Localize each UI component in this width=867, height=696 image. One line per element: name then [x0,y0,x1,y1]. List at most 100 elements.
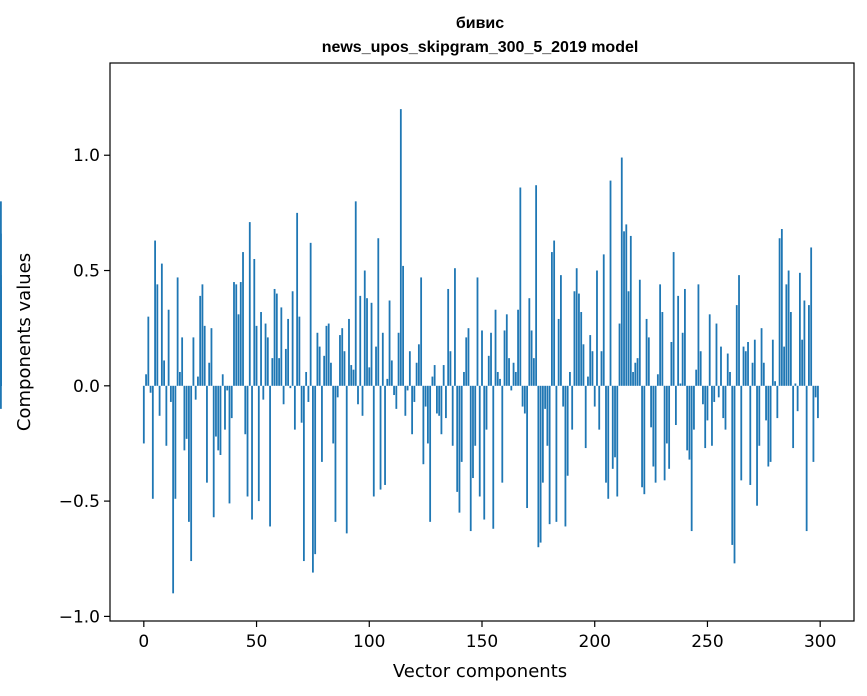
bar [636,358,639,386]
bar [817,385,819,419]
bar [684,288,686,386]
bar [406,385,409,391]
bar [539,385,542,543]
bar [562,385,565,407]
y-tick-label: 0.5 [73,262,100,282]
x-tick-label: 200 [579,632,611,652]
bar [508,358,510,386]
bar [789,312,792,386]
bar [246,385,249,497]
bar [616,385,619,497]
y-axis-label: Components values [14,253,35,431]
bar [433,365,436,386]
bar [280,307,283,386]
bar [404,385,407,416]
bars-layer [0,109,819,594]
bar [145,374,147,386]
bar [778,238,781,386]
bar [330,362,332,386]
x-tick-label: 150 [466,632,498,652]
bar [589,335,592,386]
bar [494,309,497,386]
bar [0,385,2,409]
bar [517,309,519,386]
bar [172,385,175,594]
bar [226,385,229,391]
bar [395,385,398,409]
bar [490,332,492,386]
bar [704,385,707,449]
bar [167,309,170,386]
bar [368,367,371,386]
bar [363,270,366,386]
bar [623,231,625,386]
bar [244,385,247,435]
bar [767,385,770,467]
bar [634,362,637,386]
bar [343,351,346,386]
bar [188,385,190,522]
bar [181,337,184,386]
bar [541,385,544,483]
bar [765,385,767,421]
bar [803,300,806,386]
bar [445,385,447,419]
bar [575,268,578,386]
bar [429,385,432,522]
bar [481,330,483,386]
y-tick-label: −0.5 [59,492,100,512]
bar [350,365,353,386]
bar [699,351,702,386]
bar [661,312,664,386]
bar [706,385,709,421]
bar [514,371,517,386]
bar [217,385,220,451]
bar [476,277,479,386]
bar [760,328,763,386]
bar [544,385,547,409]
bar [614,385,616,458]
bar [233,282,235,386]
bar [390,360,393,386]
bar [499,378,501,386]
bar [399,109,402,386]
bar [805,385,808,532]
bar [591,351,594,386]
bar [275,293,278,386]
bar [422,385,425,465]
bar [296,212,299,386]
bar [185,385,188,439]
bar [792,385,795,449]
bar [553,240,556,386]
bar [316,332,319,386]
bar [417,344,420,386]
bar [587,376,589,386]
bar [596,270,598,386]
bar [397,332,400,386]
bar [783,346,786,386]
bar [381,332,384,386]
bar [156,284,159,386]
bar [228,385,231,504]
bar [366,298,368,386]
bar [769,385,772,462]
bar [747,342,749,386]
bar [715,323,718,386]
bar [321,385,323,462]
bar [627,291,630,386]
bar [375,346,377,386]
bar [255,325,258,386]
bar [463,371,465,386]
bar [629,235,632,386]
bar [199,295,202,386]
bar [571,385,574,430]
bar [505,314,508,386]
bar [550,252,553,386]
bar [665,385,668,444]
bar [697,284,700,386]
x-tick-label: 0 [138,632,149,652]
bar [729,371,731,386]
bar [142,385,145,444]
bar [359,295,362,386]
bar [726,353,729,386]
